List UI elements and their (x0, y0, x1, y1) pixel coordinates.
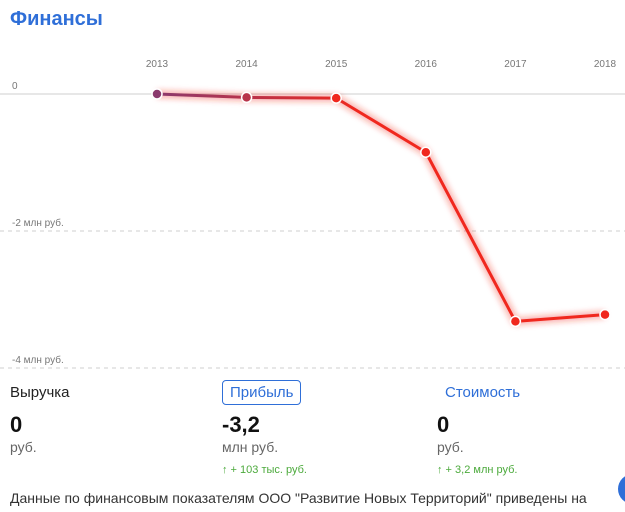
y-tick-label: -4 млн руб. (12, 354, 64, 366)
metric-revenue[interactable]: Выручка 0 руб. (10, 380, 70, 456)
metric-profit-unit: млн руб. (222, 439, 279, 455)
series-line-glow (156, 90, 606, 326)
profit-line-chart: 2013 2014 2015 2016 2017 2018 0 -2 млн руб. -4 … (0, 59, 625, 369)
metric-cost-unit: руб. (437, 439, 464, 455)
series-line (156, 92, 606, 323)
metric-profit-value: -3,2 (222, 412, 260, 437)
x-tick-label: 2016 (415, 59, 438, 70)
metric-cost-link[interactable]: Стоимость (445, 384, 521, 401)
x-tick-label: 2013 (146, 59, 169, 70)
data-point[interactable] (420, 146, 432, 158)
data-point[interactable] (509, 315, 522, 328)
y-tick-label: -2 млн руб. (12, 217, 64, 229)
x-tick-label: 2014 (235, 59, 258, 70)
x-tick-label: 2015 (325, 59, 348, 70)
metric-cost-value: 0 (437, 412, 450, 437)
metric-cost-change: ↑ + 3,2 млн руб. (437, 464, 518, 476)
x-tick-label: 2018 (594, 59, 617, 70)
data-point[interactable] (151, 88, 163, 100)
section-title: Финансы (10, 8, 103, 30)
metric-revenue-label: Выручка (10, 384, 70, 401)
metric-profit: Прибыль -3,2 млн руб. ↑ + 103 тыс. руб. (222, 380, 307, 476)
data-point[interactable] (240, 91, 253, 104)
metric-value-block: Стоимость 0 руб. ↑ + 3,2 млн руб. (437, 380, 520, 476)
floating-action-button[interactable] (618, 474, 625, 504)
metric-revenue-unit: руб. (10, 439, 37, 455)
x-tick-label: 2017 (504, 59, 527, 70)
y-tick-label: 0 (12, 81, 18, 92)
data-point[interactable] (599, 308, 611, 321)
footer-description: Данные по финансовым показателям ООО "Ра… (10, 490, 587, 506)
metric-revenue-value: 0 (10, 412, 23, 437)
data-point[interactable] (330, 92, 342, 104)
metric-profit-change: ↑ + 103 тыс. руб. (222, 464, 307, 476)
metric-profit-tab[interactable]: Прибыль (222, 380, 302, 405)
